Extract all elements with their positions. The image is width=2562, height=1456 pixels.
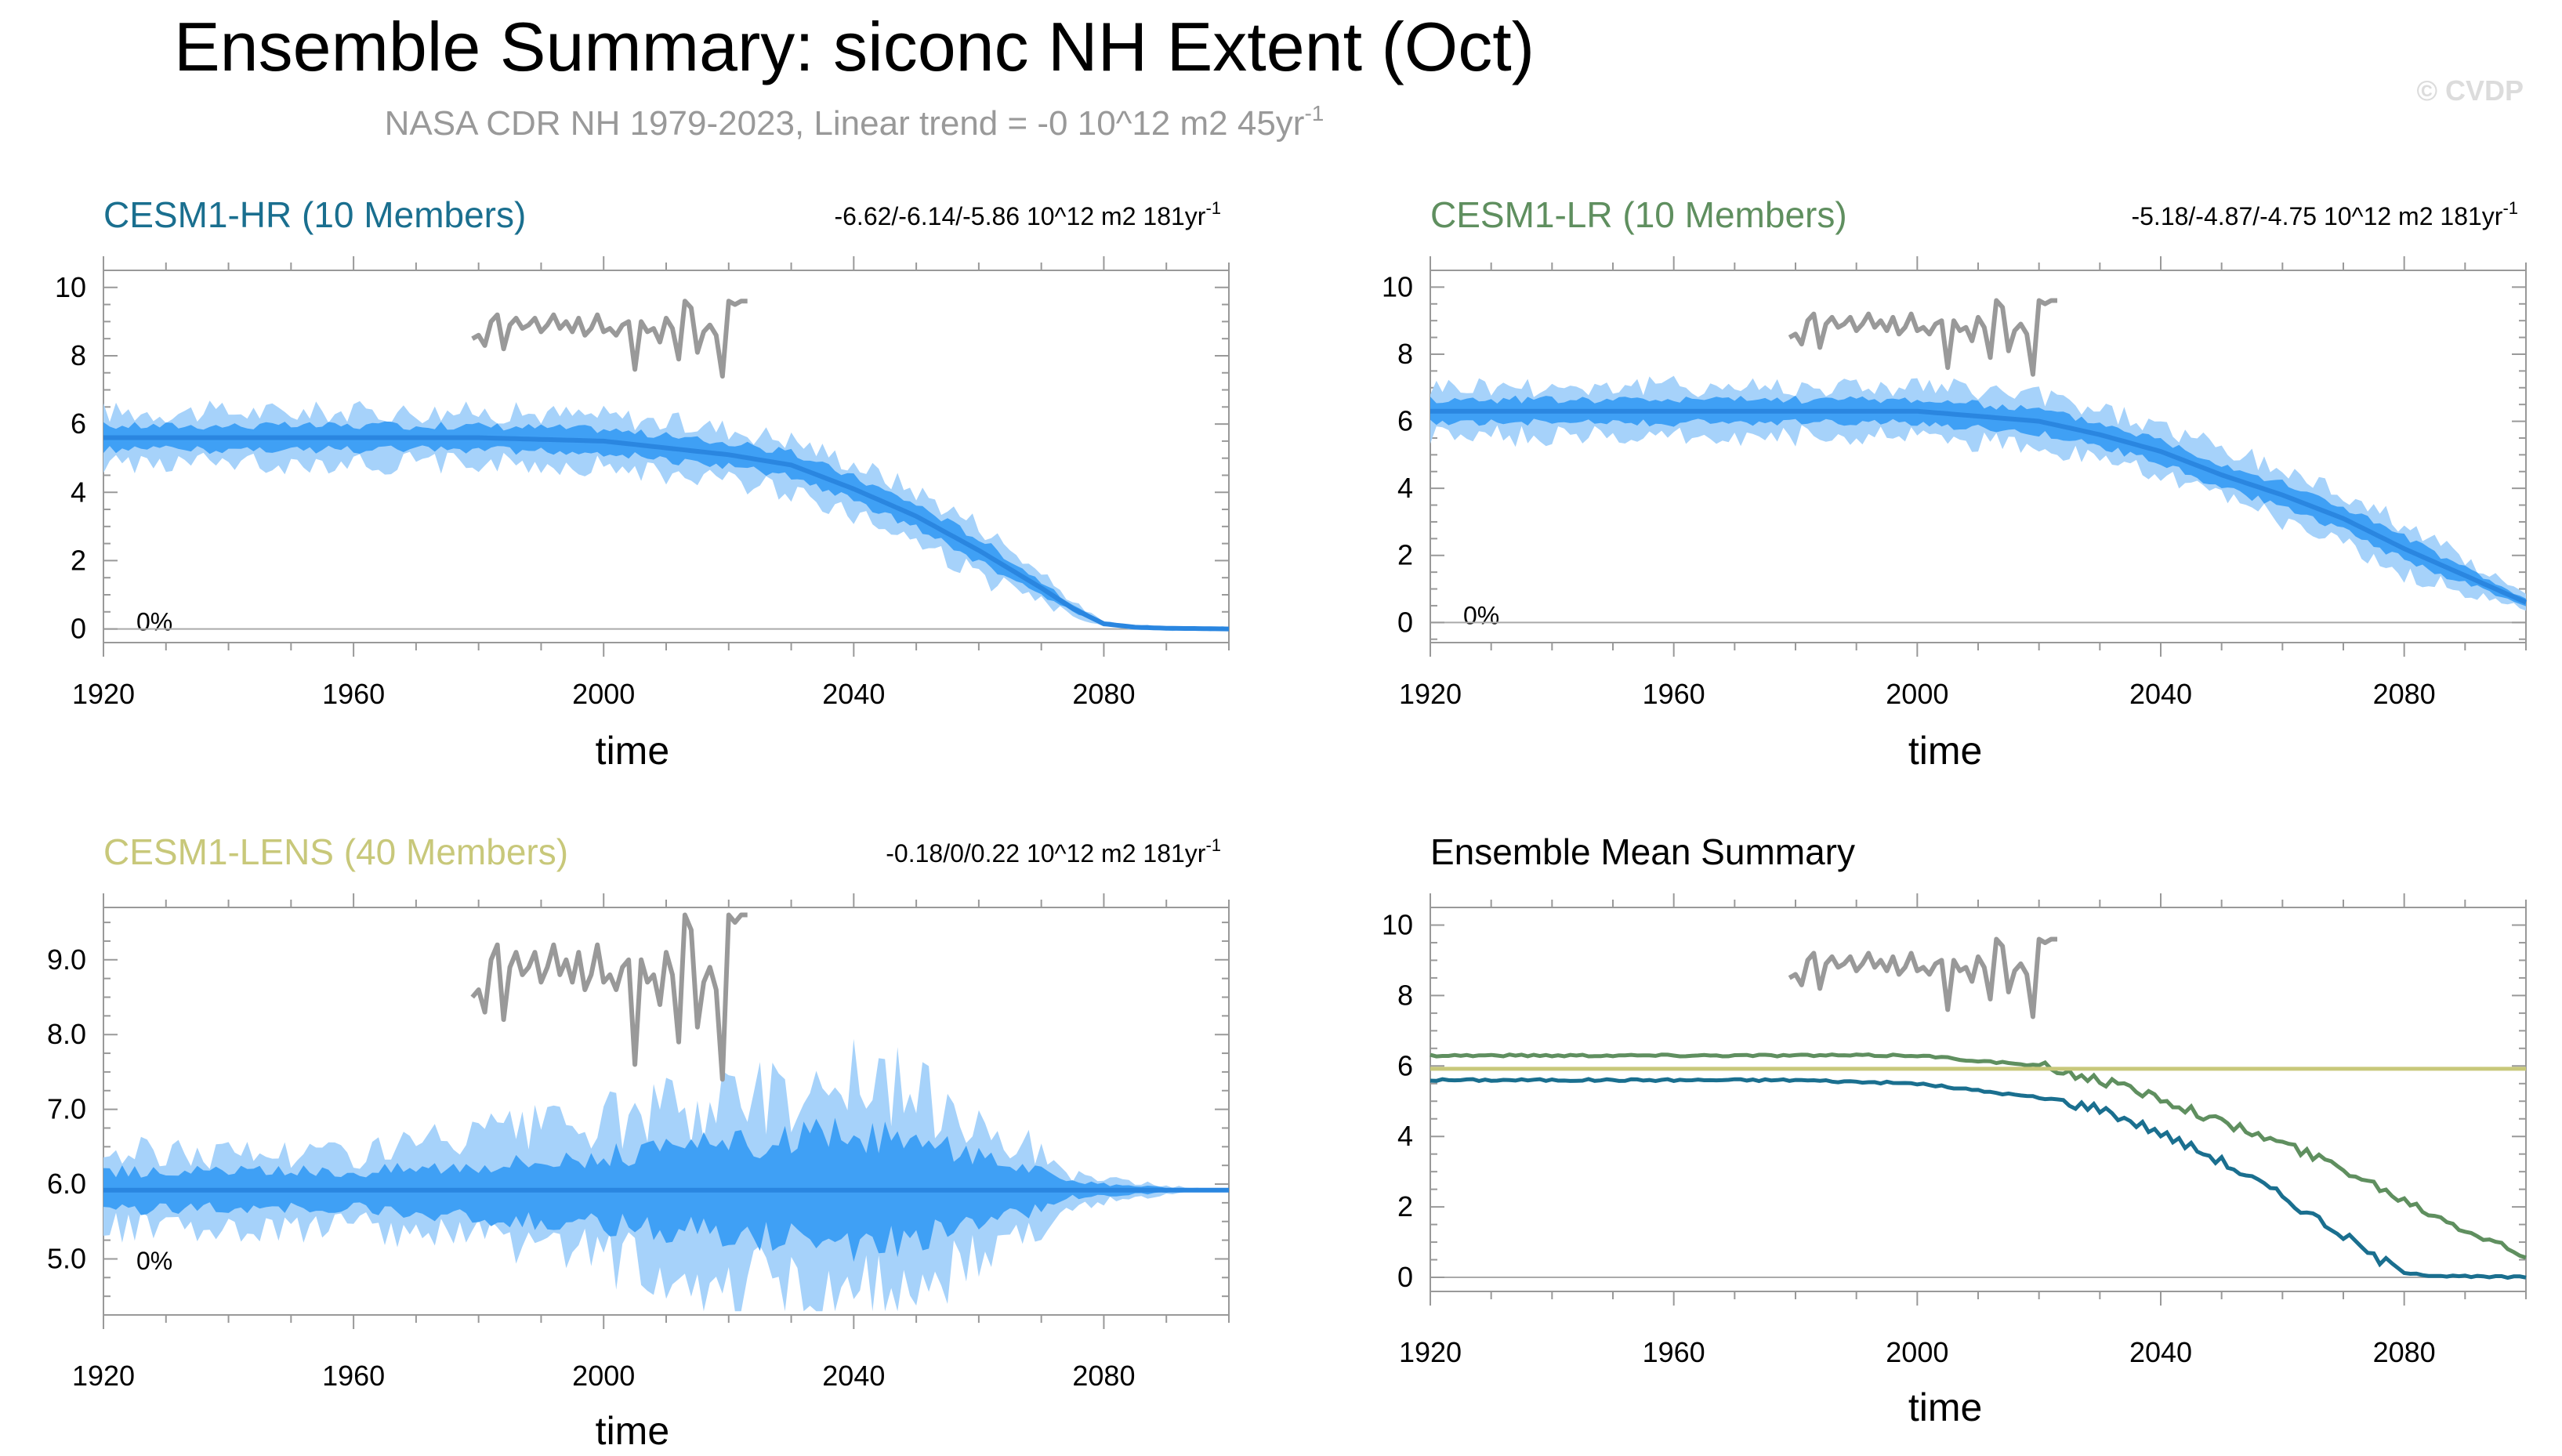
panel-stat: -6.62/-6.14/-5.86 10^12 m2 181yr-1 [834,198,1221,230]
figure-subtitle: NASA CDR NH 1979-2023, Linear trend = -0… [385,101,1324,143]
observations-line [471,299,748,379]
ensemble-mean-line [1430,408,2528,605]
series-line-cesm1-hr [1430,1077,2527,1280]
watermark: © CVDP [2416,74,2524,107]
ensemble-spread-outer [103,400,1229,632]
panel-lr: CESM1-LR (10 Members) -5.18/-4.87/-4.75 1… [1382,194,2528,773]
y-tick-label: 4 [71,476,86,508]
panel-lens: CESM1-LENS (40 Members) -0.18/0/0.22 10^1… [47,831,1230,1453]
panel-stat-value: -6.62/-6.14/-5.86 10^12 m2 181yr [834,202,1205,230]
x-tick-label: 1920 [72,1360,135,1392]
x-axis-label: time [1908,1385,1982,1429]
x-tick-label: 2040 [2129,678,2192,710]
y-tick-label: 8 [1397,338,1413,370]
y-tick-label: 8 [71,339,86,371]
y-tick-label: 8 [1397,979,1413,1011]
x-tick-label: 2000 [1886,678,1948,710]
y-tick-label: 0 [1397,606,1413,638]
x-axis-label: time [1908,729,1982,773]
y-tick-label: 6.0 [47,1168,86,1200]
x-tick-label: 2000 [572,678,635,710]
panel-pct-label: 0% [1463,601,1499,629]
panel-stat-sup: -1 [1205,835,1221,855]
ensemble-mean-line [103,435,1230,632]
x-tick-label: 1920 [1399,1336,1462,1368]
y-tick-label: 10 [1382,908,1413,940]
y-tick-label: 10 [55,271,86,303]
panel-pct-label: 0% [136,1247,172,1275]
y-tick-label: 6 [1397,1049,1413,1081]
y-tick-label: 5.0 [47,1242,86,1274]
x-tick-label: 2040 [822,678,885,710]
x-tick-label: 2080 [2373,678,2436,710]
panel-title: CESM1-HR (10 Members) [103,194,526,235]
panel-stat-sup: -1 [1205,198,1221,218]
ensemble-spread-inner [103,421,1229,630]
x-tick-label: 1920 [1399,678,1462,710]
y-tick-label: 6 [1397,405,1413,437]
panel-pct-label: 0% [136,608,172,636]
y-tick-label: 8.0 [47,1018,86,1050]
panel-stat: -0.18/0/0.22 10^12 m2 181yr-1 [886,835,1221,867]
x-tick-label: 1960 [322,678,385,710]
x-tick-label: 1920 [72,678,135,710]
observations-line [1788,936,2057,1020]
y-tick-label: 9.0 [47,944,86,976]
y-tick-label: 0 [71,613,86,645]
series-line-cesm1-lr [1430,1052,2527,1260]
x-axis-label: time [596,729,669,773]
x-tick-label: 2000 [1886,1336,1948,1368]
y-tick-label: 0 [1397,1261,1413,1293]
observations-line [1788,298,2057,377]
x-tick-label: 2080 [1072,678,1135,710]
y-tick-label: 2 [1397,1190,1413,1222]
y-tick-label: 2 [1397,539,1413,571]
x-tick-label: 1960 [322,1360,385,1392]
panel-title: CESM1-LR (10 Members) [1430,194,1847,235]
ensemble-spread-inner [1430,395,2526,607]
panel-stat-sup: -1 [2502,198,2518,218]
y-tick-label: 6 [71,407,86,440]
x-tick-label: 1960 [1643,678,1705,710]
panel-title: CESM1-LENS (40 Members) [103,831,568,872]
x-tick-label: 2000 [572,1360,635,1392]
panel-summary: Ensemble Mean Summary 0 2 4 6 8 10 1920 1960 2000… [1382,831,2527,1429]
y-tick-label: 7.0 [47,1093,86,1125]
observations-line [470,912,748,1082]
y-tick-label: 4 [1397,1120,1413,1152]
x-tick-label: 2040 [2129,1336,2192,1368]
panel-title: Ensemble Mean Summary [1430,831,1855,872]
figure-title: Ensemble Summary: siconc NH Extent (Oct) [174,8,1535,85]
x-tick-label: 2080 [2373,1336,2436,1368]
y-tick-label: 4 [1397,472,1413,504]
y-tick-label: 2 [71,544,86,576]
ensemble-spread-outer [1430,375,2526,611]
x-axis-label: time [596,1409,669,1453]
panels: CESM1-HR (10 Members) -6.62/-6.14/-5.86 1… [47,194,2528,1453]
x-tick-label: 2080 [1072,1360,1135,1392]
panel-stat: -5.18/-4.87/-4.75 10^12 m2 181yr-1 [2131,198,2518,230]
panel-stat-value: -0.18/0/0.22 10^12 m2 181yr [886,839,1206,867]
y-tick-label: 10 [1382,270,1413,302]
x-tick-label: 2040 [822,1360,885,1392]
panel-stat-value: -5.18/-4.87/-4.75 10^12 m2 181yr [2131,202,2502,230]
panel-hr: CESM1-HR (10 Members) -6.62/-6.14/-5.86 1… [55,194,1230,773]
x-tick-label: 1960 [1643,1336,1705,1368]
